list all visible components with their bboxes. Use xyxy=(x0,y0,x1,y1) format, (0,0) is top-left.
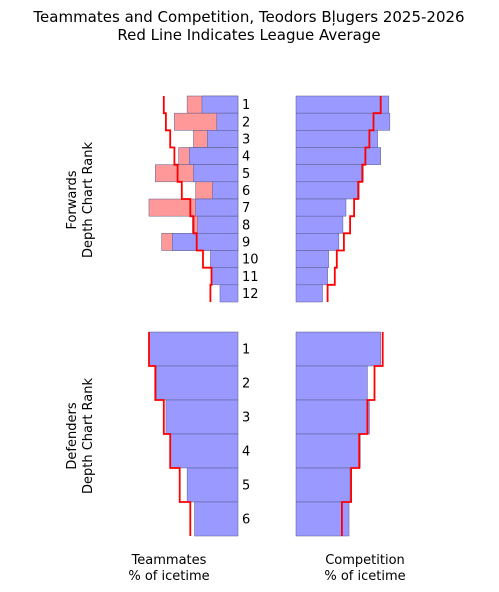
forwards-competition-bar-6 xyxy=(295,181,360,200)
forwards-teammate-bar-3 xyxy=(207,130,239,148)
defenders-competition-bar-3 xyxy=(295,399,370,435)
forwards-teammate-bar-7 xyxy=(195,198,239,217)
defenders-ylabel-line-1: Defenders xyxy=(65,402,80,469)
forwards-competition-bar-8 xyxy=(295,215,344,234)
forwards-teammate-bar-11 xyxy=(211,267,239,286)
forwards-competition-bar-4 xyxy=(295,147,381,165)
forwards-teammates-average-line xyxy=(162,96,213,302)
forwards-rank-label-6: 6 xyxy=(242,184,250,199)
teammates-xlabel-line-1: Teammates xyxy=(131,553,207,568)
defenders-teammate-bar-4 xyxy=(169,433,239,469)
defenders-teammates-average-line xyxy=(148,332,192,536)
forwards-rank-label-8: 8 xyxy=(242,218,250,233)
forwards-teammate-bar-10 xyxy=(210,250,239,268)
defenders-competition-bar-4 xyxy=(295,433,361,469)
forwards-rank-label-4: 4 xyxy=(242,150,250,165)
defenders-rank-label-2: 2 xyxy=(242,377,250,392)
defenders-competition-bar-5 xyxy=(295,467,351,503)
forwards-teammate-bar-5 xyxy=(193,164,239,183)
forwards-teammates-panel xyxy=(148,95,239,303)
defenders-teammate-bar-2 xyxy=(156,365,239,401)
forwards-rank-label-3: 3 xyxy=(242,132,250,147)
forwards-competition-bar-11 xyxy=(295,267,328,286)
forwards-rank-label-10: 10 xyxy=(242,253,259,268)
forwards-teammate-bar-8 xyxy=(197,215,239,234)
defenders-competition-average-line xyxy=(341,332,384,536)
competition-xlabel-line-2: % of icetime xyxy=(324,569,405,584)
defenders-ylabel-line-2: Depth Chart Rank xyxy=(81,378,96,495)
competition-xlabel-line-1: Competition xyxy=(325,553,405,568)
forwards-competition-bar-12 xyxy=(295,284,323,303)
forwards-competition-bar-2 xyxy=(295,112,391,131)
defenders-competition-bar-1 xyxy=(295,331,381,367)
defenders-competition-bar-6 xyxy=(295,501,350,537)
forwards-competition-average-line xyxy=(326,96,382,302)
defenders-rank-label-5: 5 xyxy=(242,479,250,494)
forwards-teammate-bar-1 xyxy=(201,95,239,114)
forwards-teammate-bar-12 xyxy=(219,284,239,303)
forwards-competition-panel xyxy=(295,95,391,303)
forwards-rank-label-12: 12 xyxy=(242,287,259,302)
forwards-competition-bar-5 xyxy=(295,164,364,183)
forwards-teammate-bar-4 xyxy=(188,147,239,165)
defenders-teammate-bar-6 xyxy=(194,501,239,537)
forwards-rank-label-11: 11 xyxy=(242,270,259,285)
defenders-rank-label-1: 1 xyxy=(242,343,250,358)
forwards-teammate-bar-6 xyxy=(212,181,239,200)
forwards-competition-bar-9 xyxy=(295,233,340,251)
forwards-competition-bar-7 xyxy=(295,198,347,217)
forwards-ylabel-line-1: Forwards xyxy=(65,170,80,229)
defenders-competition-bar-2 xyxy=(295,365,368,401)
defenders-teammate-bar-3 xyxy=(165,399,239,435)
chart-title-line-2: Red Line Indicates League Average xyxy=(117,26,380,44)
teammates-xlabel-line-2: % of icetime xyxy=(128,569,209,584)
forwards-teammate-bar-2 xyxy=(216,112,239,131)
defenders-teammate-bar-5 xyxy=(186,467,239,503)
forwards-competition-bar-1 xyxy=(295,95,390,114)
defenders-rank-label-6: 6 xyxy=(242,513,250,528)
forwards-rank-label-5: 5 xyxy=(242,167,250,182)
chart-title-line-1: Teammates and Competition, Teodors Bļuge… xyxy=(32,8,464,26)
forwards-competition-bar-3 xyxy=(295,130,378,148)
forwards-competition-bar-10 xyxy=(295,250,329,268)
defenders-rank-label-3: 3 xyxy=(242,411,250,426)
forwards-rank-label-2: 2 xyxy=(242,115,250,130)
forwards-rank-label-7: 7 xyxy=(242,201,250,216)
forwards-rank-label-1: 1 xyxy=(242,98,250,113)
defenders-teammate-bar-1 xyxy=(148,331,239,367)
forwards-ylabel-line-2: Depth Chart Rank xyxy=(81,142,96,259)
defenders-rank-label-4: 4 xyxy=(242,445,250,460)
forwards-rank-label-9: 9 xyxy=(242,235,250,250)
forwards-teammate-bar-9 xyxy=(172,233,239,251)
defenders-teammates-panel xyxy=(148,331,239,537)
defenders-competition-panel xyxy=(295,331,384,537)
